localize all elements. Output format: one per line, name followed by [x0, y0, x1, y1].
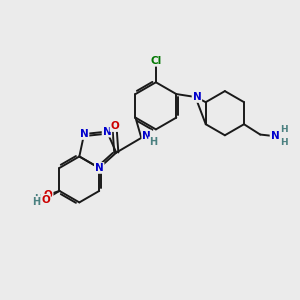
- Text: O: O: [110, 121, 119, 131]
- Text: N: N: [80, 129, 88, 139]
- Text: N: N: [193, 92, 201, 102]
- Text: O: O: [44, 190, 52, 200]
- Text: O: O: [41, 195, 50, 205]
- Text: N: N: [271, 131, 279, 141]
- Text: N: N: [142, 130, 151, 140]
- Text: H: H: [280, 138, 288, 147]
- Text: H: H: [280, 125, 288, 134]
- Text: H: H: [32, 197, 40, 207]
- Text: Cl: Cl: [150, 56, 161, 66]
- Text: H: H: [34, 194, 42, 204]
- Text: N: N: [103, 127, 111, 136]
- Text: H: H: [149, 137, 157, 147]
- Text: N: N: [95, 163, 103, 173]
